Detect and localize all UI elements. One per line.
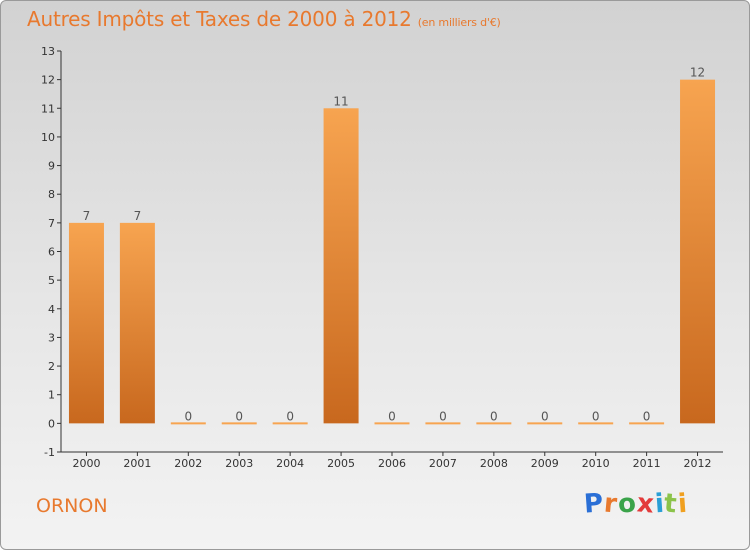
commune-name: ORNON <box>36 495 108 517</box>
bar-2009 <box>527 422 563 425</box>
x-tick-label: 2010 <box>582 457 610 470</box>
chart-bars <box>68 79 716 425</box>
value-label-2001: 7 <box>134 209 142 223</box>
x-tick-label: 2003 <box>225 457 253 470</box>
bar-2000 <box>68 222 104 424</box>
y-tick-label: -1 <box>44 446 55 459</box>
y-tick-label: 13 <box>41 45 55 58</box>
y-tick-label: 0 <box>48 417 55 430</box>
x-tick-label: 2004 <box>276 457 304 470</box>
bar-2004 <box>272 422 308 425</box>
y-tick-label: 11 <box>41 102 55 115</box>
value-label-2007: 0 <box>439 409 447 423</box>
bar-2012 <box>680 79 716 424</box>
bar-2011 <box>629 422 665 425</box>
y-tick-label: 4 <box>48 303 55 316</box>
logo-letter: i <box>676 488 689 520</box>
logo-letter: P <box>582 488 606 520</box>
bar-2006 <box>374 422 410 425</box>
y-tick-label: 9 <box>48 160 55 173</box>
x-tick-label: 2007 <box>429 457 457 470</box>
logo-letter: x <box>635 488 656 520</box>
chart-subtitle: (en milliers d'€) <box>417 16 501 29</box>
y-tick-label: 10 <box>41 131 55 144</box>
x-tick-label: 2009 <box>531 457 559 470</box>
y-tick-label: 7 <box>48 217 55 230</box>
proxiti-logo[interactable]: Proxiti <box>582 488 689 520</box>
x-tick-label: 2006 <box>378 457 406 470</box>
value-label-2010: 0 <box>592 409 600 423</box>
y-tick-label: 2 <box>48 360 55 373</box>
value-label-2005: 11 <box>333 94 348 108</box>
value-label-2011: 0 <box>643 409 651 423</box>
chart-value-labels: 7 7 0 0 0 11 0 0 0 0 0 0 12 <box>83 66 706 424</box>
bar-2005 <box>323 108 359 424</box>
value-label-2008: 0 <box>490 409 498 423</box>
x-tick-label: 2000 <box>72 457 100 470</box>
value-label-2000: 7 <box>83 209 91 223</box>
bar-2010 <box>578 422 614 425</box>
bar-2002 <box>170 422 206 425</box>
y-tick-label: 5 <box>48 274 55 287</box>
value-label-2012: 12 <box>690 66 705 80</box>
y-tick-label: 12 <box>41 74 55 87</box>
bar-2007 <box>425 422 461 425</box>
x-tick-label: 2011 <box>633 457 661 470</box>
x-tick-label: 2008 <box>480 457 508 470</box>
value-label-2009: 0 <box>541 409 549 423</box>
y-tick-label: 3 <box>48 331 55 344</box>
logo-letter: o <box>616 488 638 520</box>
chart-title-text: Autres Impôts et Taxes de 2000 à 2012 <box>27 7 412 31</box>
y-tick-label: 6 <box>48 246 55 259</box>
value-label-2002: 0 <box>184 409 192 423</box>
bar-2001 <box>119 222 155 424</box>
value-label-2004: 0 <box>286 409 294 423</box>
bar-2008 <box>476 422 512 425</box>
value-label-2006: 0 <box>388 409 396 423</box>
x-tick-label: 2001 <box>123 457 151 470</box>
y-tick-label: 8 <box>48 188 55 201</box>
x-tick-label: 2005 <box>327 457 355 470</box>
chart-title: Autres Impôts et Taxes de 2000 à 2012 (en… <box>27 7 501 31</box>
y-tick-label: 1 <box>48 389 55 402</box>
bar-2003 <box>221 422 257 425</box>
value-label-2003: 0 <box>235 409 243 423</box>
x-tick-label: 2002 <box>174 457 202 470</box>
x-tick-label: 2012 <box>684 457 712 470</box>
